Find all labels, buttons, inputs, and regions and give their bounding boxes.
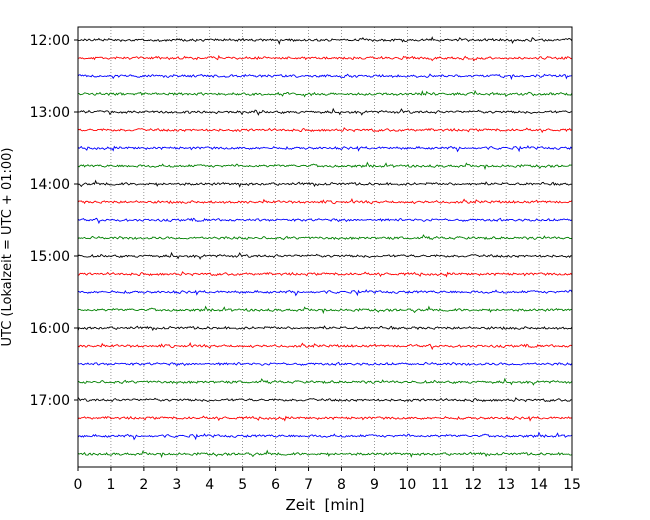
trace-row-13 [77,251,573,260]
x-tick-label: 7 [304,477,313,493]
x-tick-label: 0 [74,477,83,493]
trace-row-17 [77,325,573,332]
trace-row-20 [77,377,573,386]
trace-row-10 [77,198,573,205]
y-tick-label: 13:00 [30,105,70,121]
trace-row-7 [77,145,573,153]
trace-row-12 [77,234,572,241]
y-tick-label: 15:00 [30,249,70,265]
x-tick-label: 9 [370,477,379,493]
y-tick-label: 12:00 [30,33,70,49]
x-tick-label: 10 [398,477,416,493]
x-tick-label: 14 [530,477,548,493]
trace-row-3 [77,73,573,81]
trace-row-2 [77,54,572,62]
x-axis-label: Zeit [min] [285,496,364,514]
trace-rows [77,36,573,459]
trace-row-8 [77,161,573,171]
trace-row-23 [77,431,573,441]
y-axis-label: UTC (Lokalzeit = UTC + 01:00) [0,148,15,347]
trace-row-4 [77,89,573,98]
x-tick-label: 2 [139,477,148,493]
grid-lines [110,27,540,467]
trace-row-6 [77,127,573,134]
trace-row-15 [77,289,573,297]
trace-row-14 [77,271,573,278]
x-tick-label: 5 [238,477,247,493]
x-tick-label: 1 [106,477,115,493]
x-tick-label: 12 [464,477,482,493]
x-axis-ticks: 0 1 2 3 4 5 6 7 8 9 10 11 12 13 14 15 [74,467,581,493]
trace-row-21 [77,396,572,403]
trace-row-16 [77,305,572,315]
trace-row-19 [77,361,573,367]
x-tick-label: 13 [497,477,515,493]
x-tick-label: 8 [337,477,346,493]
trace-row-11 [77,217,573,225]
x-tick-label: 11 [431,477,449,493]
trace-row-22 [77,415,572,422]
trace-row-24 [77,449,573,459]
plot-frame [77,26,573,468]
y-tick-label: 14:00 [30,177,70,193]
trace-row-9 [77,179,573,188]
trace-row-18 [77,342,573,351]
y-axis-ticks: 12:00 13:00 14:00 15:00 16:00 17:00 [30,33,78,409]
x-tick-label: 6 [271,477,280,493]
trace-row-1 [77,36,573,45]
x-tick-label: 15 [563,477,581,493]
x-tick-label: 3 [172,477,181,493]
y-tick-label: 16:00 [30,321,70,337]
x-tick-label: 4 [205,477,214,493]
trace-row-5 [77,107,572,116]
y-tick-label: 17:00 [30,393,70,409]
